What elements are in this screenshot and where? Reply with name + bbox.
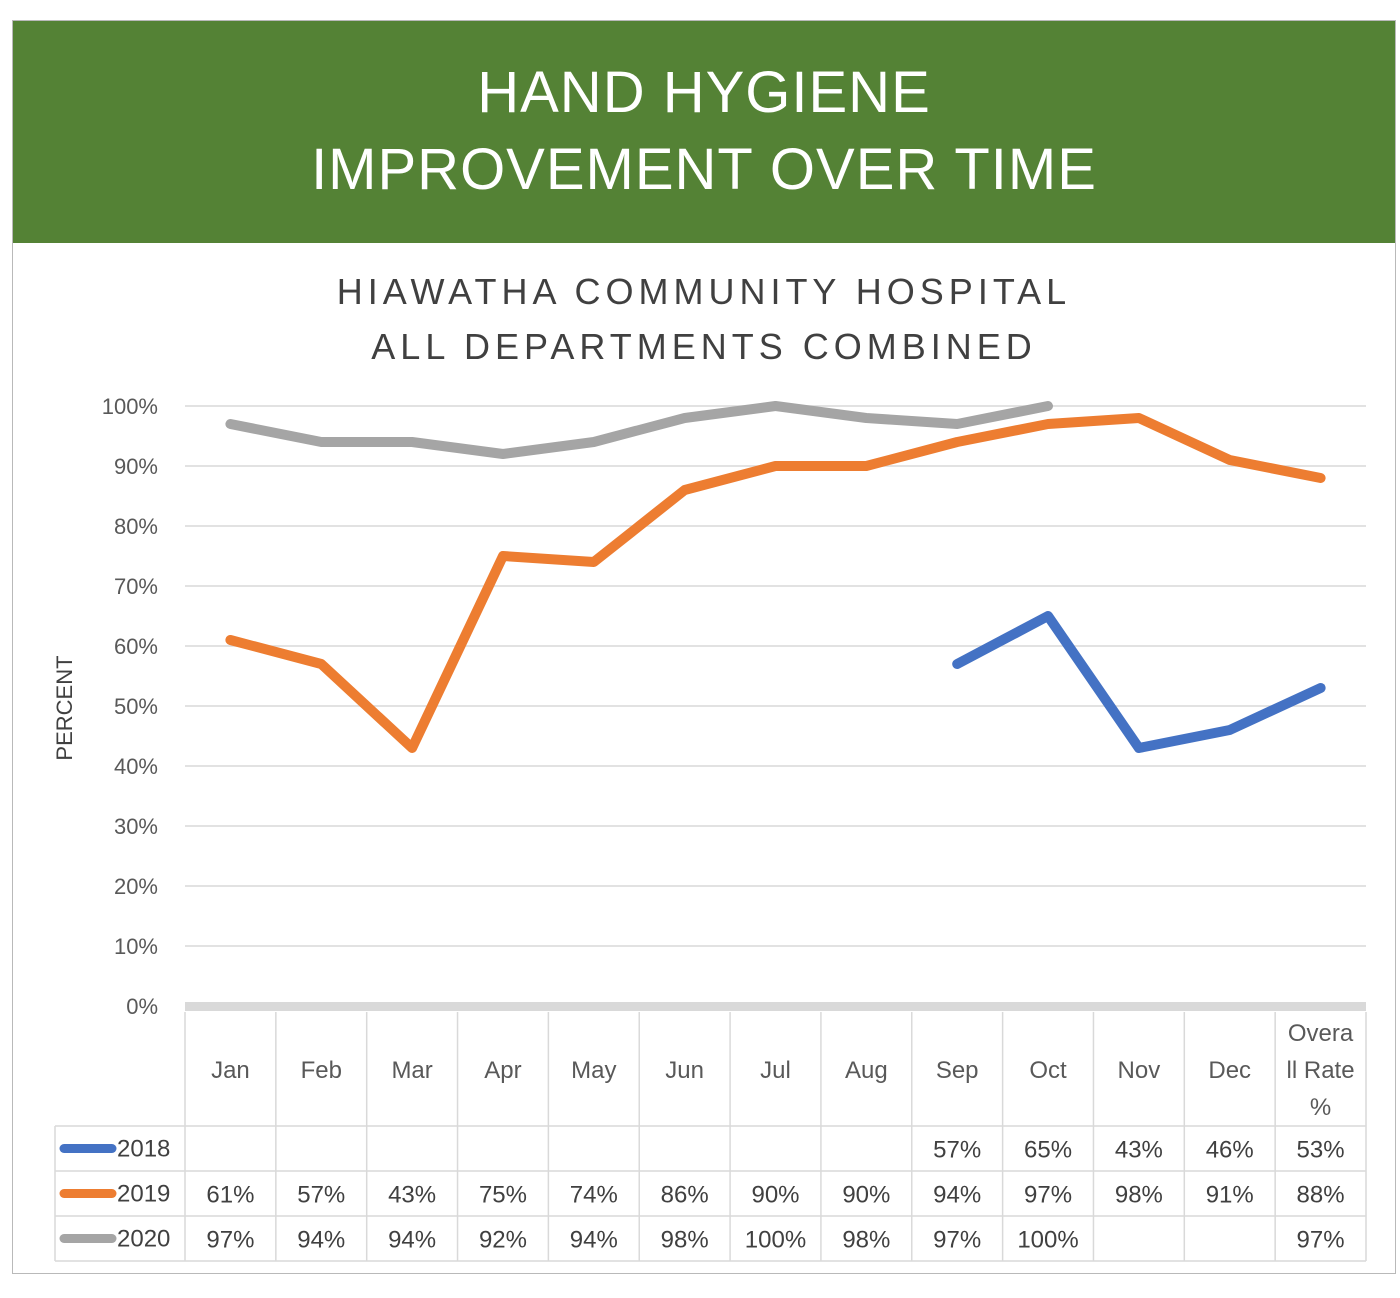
legend-label-2018: 2018	[117, 1136, 170, 1163]
x-tick-label: Jul	[760, 1057, 791, 1084]
x-tick-label: Sep	[936, 1057, 979, 1084]
data-cell: 98%	[1115, 1182, 1163, 1209]
data-cell: 90%	[842, 1182, 890, 1209]
x-tick-label: May	[571, 1057, 616, 1084]
data-cell: 91%	[1206, 1182, 1254, 1209]
y-tick-label: 50%	[114, 694, 158, 719]
legend-label-2020: 2020	[117, 1226, 170, 1253]
data-cell: 57%	[297, 1182, 345, 1209]
y-tick-label: 80%	[114, 514, 158, 539]
x-tick-label: Aug	[845, 1057, 888, 1084]
series-line-2019	[225, 413, 1326, 753]
chart-frame: HAND HYGIENE IMPROVEMENT OVER TIME HIAWA…	[12, 20, 1396, 1274]
data-cell: 98%	[661, 1227, 709, 1254]
series-line-2020	[225, 401, 1053, 459]
y-tick-label: 100%	[102, 394, 158, 419]
chart-title-line1: HAND HYGIENE	[477, 60, 931, 125]
y-tick-label: 90%	[114, 454, 158, 479]
legend-label-2019: 2019	[117, 1181, 170, 1208]
y-tick-label: 60%	[114, 634, 158, 659]
data-cell: 94%	[297, 1227, 345, 1254]
data-cell: 43%	[1115, 1137, 1163, 1164]
data-cell: 46%	[1206, 1137, 1254, 1164]
x-tick-label: Mar	[391, 1057, 432, 1084]
data-cell: 92%	[479, 1227, 527, 1254]
y-tick-label: 20%	[114, 874, 158, 899]
x-axis-line	[185, 1002, 1366, 1011]
data-cell: 100%	[745, 1227, 806, 1254]
data-cell: 65%	[1024, 1137, 1072, 1164]
y-tick-label: 0%	[126, 994, 158, 1019]
data-cell: 97%	[1024, 1182, 1072, 1209]
series-line-2018	[952, 611, 1326, 753]
data-cell: 53%	[1297, 1137, 1345, 1164]
x-tick-label: Oct	[1029, 1057, 1067, 1084]
x-tick-label: Jan	[211, 1057, 250, 1084]
data-cell: 94%	[933, 1182, 981, 1209]
data-cell: 74%	[570, 1182, 618, 1209]
data-cell: 97%	[933, 1227, 981, 1254]
x-tick-label: ll Rate	[1287, 1057, 1355, 1084]
data-cell: 97%	[206, 1227, 254, 1254]
y-axis-label: PERCENT	[52, 655, 77, 760]
y-tick-label: 40%	[114, 754, 158, 779]
x-tick-label: Apr	[484, 1057, 521, 1084]
x-tick-label: Jun	[665, 1057, 704, 1084]
data-cell: 94%	[388, 1227, 436, 1254]
data-cell: 57%	[933, 1137, 981, 1164]
data-cell: 90%	[751, 1182, 799, 1209]
data-cell: 88%	[1297, 1182, 1345, 1209]
data-cell: 100%	[1017, 1227, 1078, 1254]
x-tick-label: Dec	[1208, 1057, 1251, 1084]
y-tick-label: 70%	[114, 574, 158, 599]
x-tick-label: Feb	[301, 1057, 342, 1084]
x-tick-label: Nov	[1118, 1057, 1161, 1084]
chart-subtitle-line1: HIAWATHA COMMUNITY HOSPITAL	[336, 271, 1072, 312]
data-cell: 75%	[479, 1182, 527, 1209]
data-cell: 61%	[206, 1182, 254, 1209]
y-tick-label: 30%	[114, 814, 158, 839]
chart-subtitle-line2: ALL DEPARTMENTS COMBINED	[371, 326, 1037, 367]
y-tick-label: 10%	[114, 934, 158, 959]
data-cell: 97%	[1297, 1227, 1345, 1254]
x-tick-label: %	[1310, 1094, 1331, 1121]
title-banner: HAND HYGIENE IMPROVEMENT OVER TIME	[13, 21, 1395, 243]
data-cell: 86%	[661, 1182, 709, 1209]
x-tick-label: Overa	[1288, 1020, 1354, 1047]
data-cell: 98%	[842, 1227, 890, 1254]
chart-title-line2: IMPROVEMENT OVER TIME	[311, 137, 1097, 202]
data-cell: 43%	[388, 1182, 436, 1209]
data-cell: 94%	[570, 1227, 618, 1254]
